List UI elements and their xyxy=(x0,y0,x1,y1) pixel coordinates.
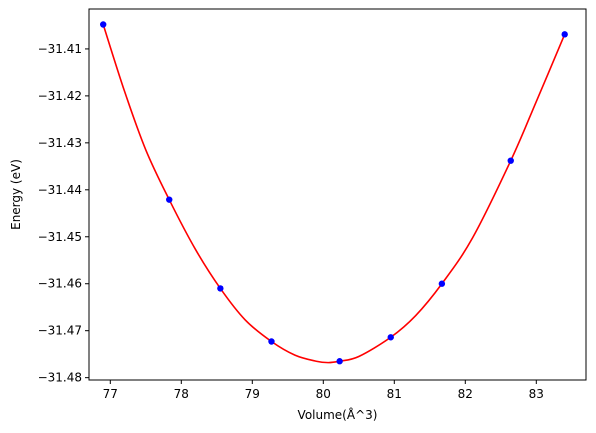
data-points-layer xyxy=(100,21,568,365)
data-point xyxy=(336,358,343,365)
y-tick-label: −31.48 xyxy=(38,371,82,385)
fit-curve-line xyxy=(102,24,566,364)
x-tick-label: 83 xyxy=(529,387,544,401)
plot-area-frame xyxy=(88,8,587,381)
data-point xyxy=(217,285,224,292)
data-point xyxy=(268,338,275,345)
data-point xyxy=(438,280,446,287)
x-tick-label: 78 xyxy=(174,387,189,401)
y-axis-label: Energy (eV) xyxy=(9,159,23,230)
x-axis-label: Volume(Å^3) xyxy=(298,407,378,422)
y-tick-label: −31.46 xyxy=(38,277,82,291)
y-tick-label: −31.47 xyxy=(38,324,82,338)
x-tick-label: 81 xyxy=(387,387,402,401)
data-point xyxy=(561,31,568,38)
x-tick-label: 77 xyxy=(103,387,118,401)
data-point xyxy=(507,157,514,164)
y-tick-label: −31.41 xyxy=(38,42,82,56)
x-tick-label: 80 xyxy=(316,387,331,401)
x-tick-label: 82 xyxy=(458,387,473,401)
data-point xyxy=(100,21,107,28)
y-tick-label: −31.45 xyxy=(38,230,82,244)
data-point xyxy=(387,334,394,341)
data-point xyxy=(166,196,173,203)
fit-curve-layer xyxy=(102,24,566,364)
y-tick-label: −31.44 xyxy=(38,183,82,197)
y-axis-ticks: −31.41 −31.42 −31.43 −31.44 −31.45 −31.46 −31.… xyxy=(38,42,89,385)
x-axis-ticks: 77 78 79 80 81 82 83 xyxy=(103,380,544,401)
x-tick-label: 79 xyxy=(245,387,260,401)
y-tick-label: −31.42 xyxy=(38,89,82,103)
y-tick-label: −31.43 xyxy=(38,136,82,150)
